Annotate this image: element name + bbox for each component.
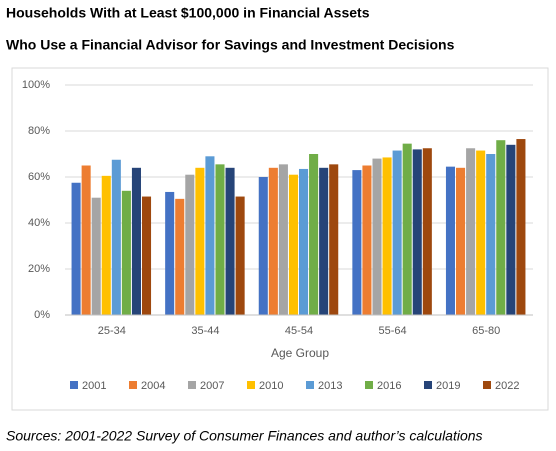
bar [466, 148, 476, 315]
legend-label: 2001 [82, 380, 106, 392]
bar [382, 157, 392, 315]
bar [235, 196, 245, 315]
bar [309, 154, 319, 315]
legend-label: 2007 [200, 380, 224, 392]
bar [288, 174, 298, 315]
bar [412, 149, 422, 315]
chart-subtitle: Who Use a Financial Advisor for Savings … [6, 37, 455, 53]
chart-title: Households With at Least $100,000 in Fin… [6, 5, 370, 21]
bar [329, 164, 339, 315]
bar [352, 170, 362, 315]
bar [456, 167, 466, 315]
legend-swatch [247, 381, 255, 389]
legend-label: 2019 [436, 380, 460, 392]
legend-swatch [129, 381, 137, 389]
bar [319, 167, 329, 315]
bar [372, 158, 382, 315]
x-tick-label: 35-44 [191, 325, 219, 337]
bar [422, 148, 432, 315]
bar [486, 154, 496, 315]
bar [392, 150, 402, 315]
y-tick-label: 0% [34, 309, 50, 321]
bar [175, 198, 185, 315]
bar [131, 167, 141, 315]
bar [121, 190, 131, 315]
legend-swatch [424, 381, 432, 389]
y-tick-label: 100% [22, 79, 50, 91]
bar [165, 191, 175, 315]
bar [71, 182, 81, 315]
bar [225, 167, 235, 315]
y-tick-label: 80% [28, 125, 50, 137]
legend-swatch [70, 381, 78, 389]
bar [299, 168, 309, 315]
bar [476, 150, 486, 315]
bar [205, 156, 215, 315]
y-tick-label: 60% [28, 171, 50, 183]
bar [185, 174, 195, 315]
x-tick-label: 45-54 [285, 325, 313, 337]
bar [516, 139, 526, 315]
bar [258, 177, 268, 315]
bar [445, 166, 456, 315]
bar [141, 196, 152, 315]
legend-swatch [188, 381, 196, 389]
bar [101, 175, 111, 315]
y-tick-label: 40% [28, 217, 50, 229]
bar [402, 143, 412, 315]
bar [111, 159, 121, 315]
x-tick-label: 65-80 [472, 325, 500, 337]
legend-label: 2013 [318, 380, 342, 392]
bar [496, 140, 506, 315]
legend-label: 2016 [377, 380, 401, 392]
bar [278, 164, 288, 315]
x-tick-label: 25-34 [98, 325, 126, 337]
bar [215, 164, 225, 315]
legend-swatch [306, 381, 314, 389]
x-axis-label: Age Group [271, 346, 329, 360]
legend-label: 2022 [495, 380, 519, 392]
bar [195, 167, 205, 315]
legend-swatch [483, 381, 491, 389]
legend-swatch [365, 381, 373, 389]
bar [81, 165, 91, 315]
bar [268, 167, 278, 315]
y-tick-label: 20% [28, 263, 50, 275]
legend-label: 2010 [259, 380, 283, 392]
bar [506, 144, 516, 315]
x-tick-label: 55-64 [379, 325, 407, 337]
bar [91, 197, 101, 315]
chart-frame [11, 67, 549, 411]
bar [362, 165, 372, 315]
legend-label: 2004 [141, 380, 165, 392]
source-note: Sources: 2001-2022 Survey of Consumer Fi… [6, 428, 483, 444]
